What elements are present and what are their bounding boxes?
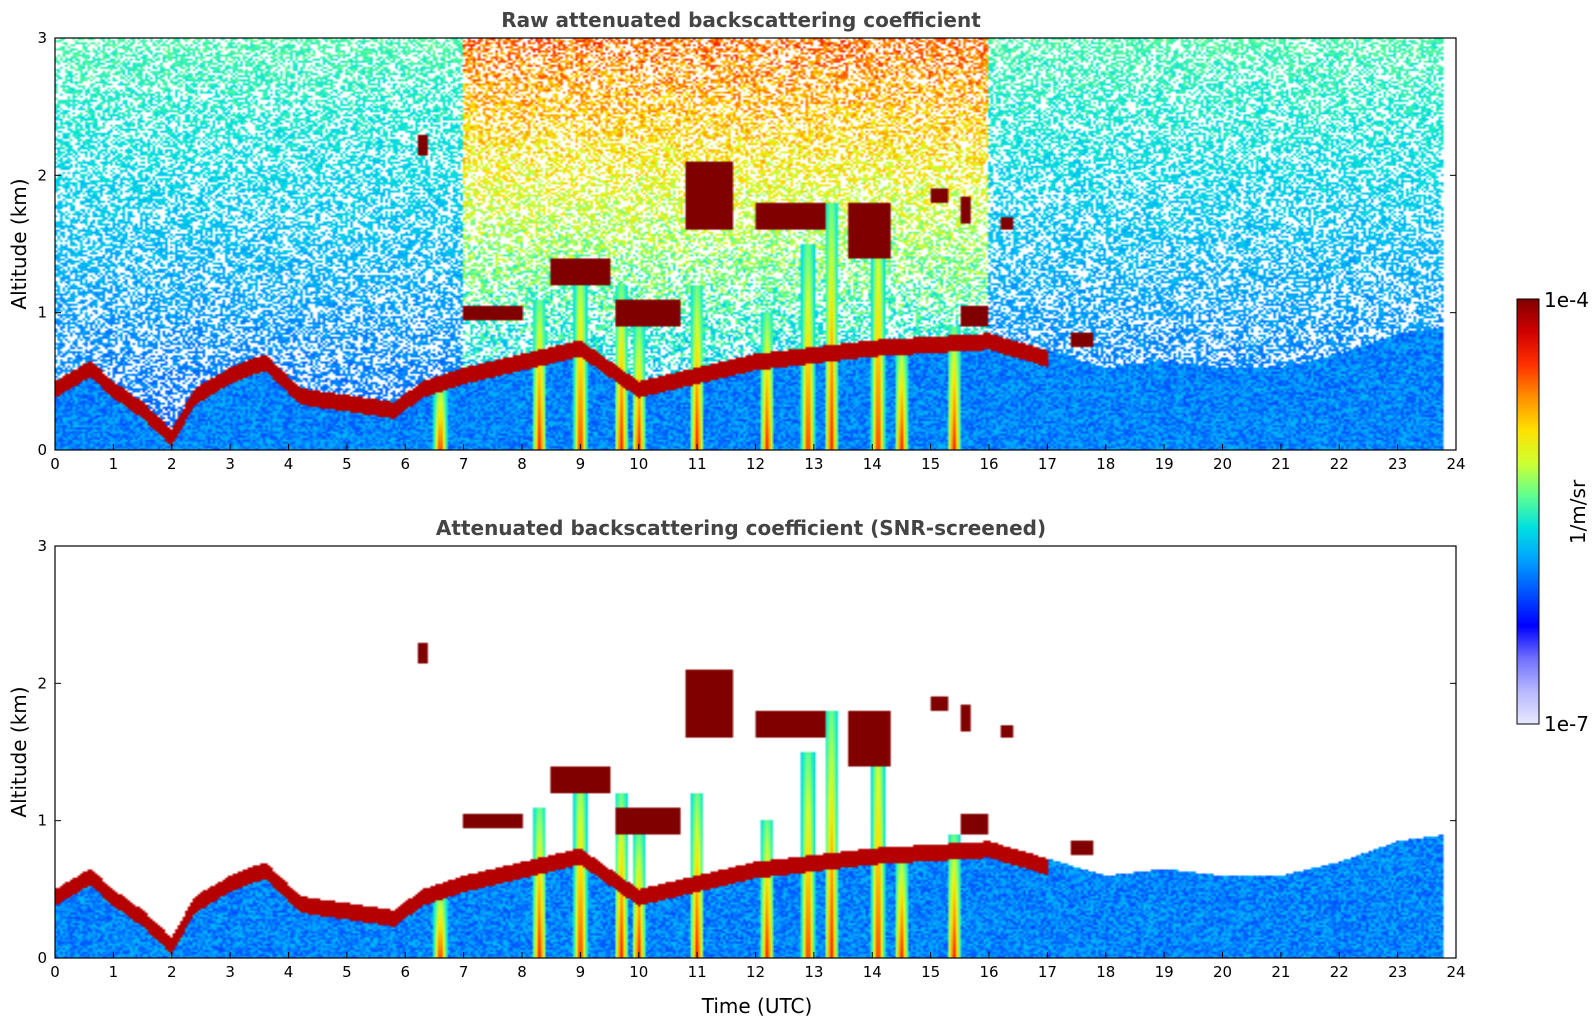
x-tick-label: 24 bbox=[1446, 963, 1465, 981]
x-tick-label: 11 bbox=[688, 455, 707, 473]
x-tick-label: 15 bbox=[921, 455, 940, 473]
y-axis-label-raw: Altitude (km) bbox=[7, 178, 31, 309]
heatmap-screened bbox=[55, 546, 1456, 958]
heatmap-raw bbox=[55, 38, 1456, 450]
colorbar: 1e-4 1e-7 1/m/sr bbox=[1516, 288, 1590, 736]
x-axis-screened: 0 1 2 3 4 5 6 7 8 9 10 11 12 13 14 15 16 17 18 19 20 21 22 23 24 bbox=[50, 952, 1466, 981]
x-tick-label: 20 bbox=[1213, 963, 1232, 981]
y-tick-label: 2 bbox=[37, 674, 47, 692]
x-tick-label: 19 bbox=[1155, 455, 1174, 473]
x-tick-label: 8 bbox=[517, 963, 527, 981]
x-tick-label: 5 bbox=[342, 963, 352, 981]
y-tick-label: 1 bbox=[37, 812, 47, 830]
x-axis-label: Time (UTC) bbox=[701, 994, 813, 1018]
x-tick-label: 6 bbox=[400, 455, 410, 473]
x-tick-label: 2 bbox=[167, 963, 177, 981]
x-tick-label: 9 bbox=[576, 963, 586, 981]
x-tick-label: 14 bbox=[863, 455, 882, 473]
x-tick-label: 0 bbox=[50, 455, 60, 473]
y-tick-label: 2 bbox=[37, 166, 47, 184]
x-tick-label: 24 bbox=[1446, 455, 1465, 473]
panel-title-raw: Raw attenuated backscattering coefficien… bbox=[501, 8, 981, 32]
x-tick-label: 12 bbox=[746, 455, 765, 473]
x-tick-label: 6 bbox=[400, 963, 410, 981]
x-tick-label: 7 bbox=[459, 963, 469, 981]
x-tick-label: 13 bbox=[804, 455, 823, 473]
x-tick-label: 0 bbox=[50, 963, 60, 981]
x-tick-label: 2 bbox=[167, 455, 177, 473]
x-tick-label: 4 bbox=[284, 455, 294, 473]
panel-title-screened: Attenuated backscattering coefficient (S… bbox=[436, 516, 1046, 540]
x-tick-label: 3 bbox=[225, 455, 235, 473]
colorbar-max-label: 1e-4 bbox=[1544, 288, 1589, 312]
x-tick-label: 19 bbox=[1155, 963, 1174, 981]
x-tick-label: 10 bbox=[629, 963, 648, 981]
x-tick-label: 22 bbox=[1330, 455, 1349, 473]
x-tick-label: 11 bbox=[688, 963, 707, 981]
colorbar-unit-label: 1/m/sr bbox=[1566, 479, 1590, 544]
x-tick-label: 16 bbox=[979, 963, 998, 981]
x-tick-label: 5 bbox=[342, 455, 352, 473]
panel-raw: Raw attenuated backscattering coefficien… bbox=[7, 8, 1466, 473]
y-tick-label: 0 bbox=[37, 441, 47, 459]
x-tick-label: 9 bbox=[576, 455, 586, 473]
x-tick-label: 10 bbox=[629, 455, 648, 473]
x-tick-label: 7 bbox=[459, 455, 469, 473]
x-tick-label: 1 bbox=[109, 963, 119, 981]
x-tick-label: 4 bbox=[284, 963, 294, 981]
x-tick-label: 12 bbox=[746, 963, 765, 981]
x-axis-raw: 0 1 2 3 4 5 6 7 8 9 10 11 12 13 14 15 16 17 18 19 20 21 22 23 24 bbox=[50, 444, 1466, 473]
x-tick-label: 21 bbox=[1271, 963, 1290, 981]
y-tick-label: 3 bbox=[37, 537, 47, 555]
x-tick-label: 20 bbox=[1213, 455, 1232, 473]
y-axis-screened: 0 1 2 3 bbox=[37, 537, 1456, 967]
x-tick-label: 13 bbox=[804, 963, 823, 981]
x-tick-label: 22 bbox=[1330, 963, 1349, 981]
x-tick-label: 15 bbox=[921, 963, 940, 981]
x-tick-label: 17 bbox=[1038, 963, 1057, 981]
panel-screened: Attenuated backscattering coefficient (S… bbox=[7, 516, 1466, 1018]
colorbar-gradient bbox=[1516, 298, 1540, 725]
x-tick-label: 23 bbox=[1388, 963, 1407, 981]
x-tick-label: 18 bbox=[1096, 963, 1115, 981]
y-axis-raw: 0 1 2 3 bbox=[37, 29, 1456, 459]
x-tick-label: 14 bbox=[863, 963, 882, 981]
x-tick-label: 17 bbox=[1038, 455, 1057, 473]
y-tick-label: 3 bbox=[37, 29, 47, 47]
y-tick-label: 0 bbox=[37, 949, 47, 967]
x-tick-label: 16 bbox=[979, 455, 998, 473]
x-tick-label: 23 bbox=[1388, 455, 1407, 473]
x-tick-label: 18 bbox=[1096, 455, 1115, 473]
x-tick-label: 21 bbox=[1271, 455, 1290, 473]
colorbar-min-label: 1e-7 bbox=[1544, 712, 1589, 736]
y-axis-label-screened: Altitude (km) bbox=[7, 686, 31, 817]
x-tick-label: 8 bbox=[517, 455, 527, 473]
y-tick-label: 1 bbox=[37, 304, 47, 322]
x-tick-label: 1 bbox=[109, 455, 119, 473]
x-tick-label: 3 bbox=[225, 963, 235, 981]
